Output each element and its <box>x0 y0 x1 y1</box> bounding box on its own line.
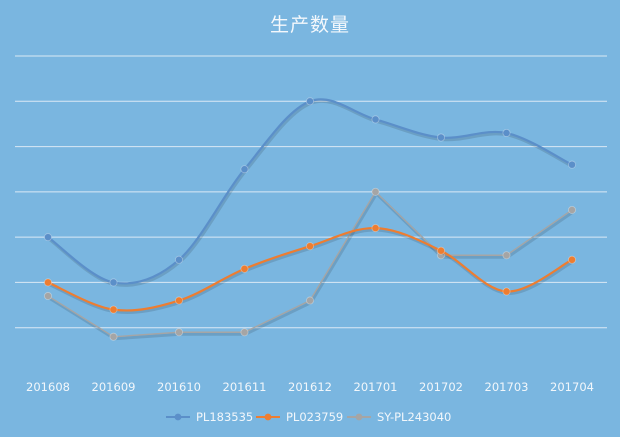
x-tick-label: 201612 <box>288 380 332 394</box>
legend-marker <box>174 413 182 421</box>
data-point <box>174 255 183 264</box>
data-point <box>371 115 380 124</box>
data-point <box>502 287 511 296</box>
x-tick-label: 201701 <box>354 380 398 394</box>
series-PL023759 <box>44 224 577 314</box>
data-point <box>305 242 314 251</box>
data-point <box>240 264 249 273</box>
x-axis: 201608 201609 201610 201611 201612 201701 2017… <box>26 380 594 394</box>
data-point <box>109 278 118 287</box>
legend-label: SY-PL243040 <box>377 410 451 424</box>
data-point <box>44 278 53 287</box>
x-tick-label: 201703 <box>485 380 529 394</box>
data-point <box>568 205 577 214</box>
data-point <box>240 165 249 174</box>
data-point <box>568 255 577 264</box>
data-point <box>44 292 53 301</box>
x-tick-label: 201610 <box>157 380 201 394</box>
legend-label: PL023759 <box>286 410 343 424</box>
data-point <box>568 160 577 169</box>
data-point <box>305 296 314 305</box>
series-line <box>47 98 573 285</box>
data-point <box>174 328 183 337</box>
series-shadow <box>48 100 574 287</box>
legend: PL183535 PL023759 SY-PL243040 <box>166 410 451 424</box>
x-tick-label: 201704 <box>550 380 594 394</box>
legend-label: PL183535 <box>196 410 253 424</box>
legend-marker <box>355 413 363 421</box>
data-point <box>371 224 380 233</box>
x-tick-label: 201609 <box>92 380 136 394</box>
data-point <box>502 251 511 260</box>
gridlines <box>15 55 607 329</box>
x-tick-label: 201702 <box>419 380 463 394</box>
data-point <box>109 305 118 314</box>
data-point <box>436 246 445 255</box>
x-tick-label: 201608 <box>26 380 70 394</box>
series-line <box>47 190 573 338</box>
data-point <box>174 296 183 305</box>
legend-marker <box>264 413 272 421</box>
data-point <box>44 233 53 242</box>
data-point <box>305 97 314 106</box>
series-SY-PL243040 <box>44 187 577 341</box>
data-point <box>502 128 511 137</box>
series-shadow <box>48 191 574 341</box>
series-PL183535 <box>44 97 577 287</box>
x-tick-label: 201611 <box>223 380 267 394</box>
data-point <box>109 332 118 341</box>
data-point <box>436 133 445 142</box>
data-point <box>240 328 249 337</box>
chart-title: 生产数量 <box>269 14 350 36</box>
data-point <box>371 187 380 196</box>
